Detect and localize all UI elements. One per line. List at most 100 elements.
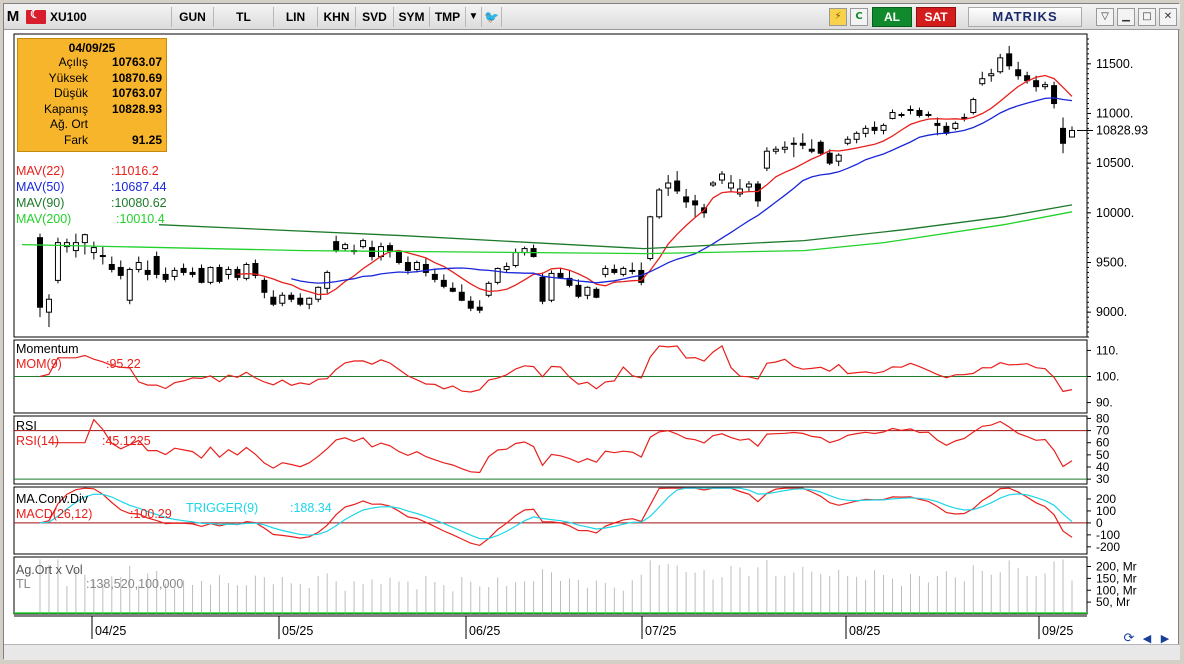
rsi-title: RSI xyxy=(16,419,37,433)
candle-body xyxy=(99,255,106,258)
rsi-tick-label: 50 xyxy=(1096,448,1110,462)
trigger-line xyxy=(39,487,1073,540)
momentum-title: Momentum xyxy=(16,342,79,356)
candle-body xyxy=(180,267,187,273)
candle-body xyxy=(386,245,393,253)
volume-title: Ag.Ort x Vol xyxy=(16,563,83,577)
candle-body xyxy=(817,141,824,154)
legend-mav200: MAV(200):10010.4 xyxy=(16,212,165,226)
candle-body xyxy=(189,271,196,275)
macd-tick-label: -200 xyxy=(1096,540,1120,554)
legend-mom: MOM(9):95.22 xyxy=(16,357,141,371)
refresh-icon[interactable]: C xyxy=(850,7,868,26)
candle-body xyxy=(54,242,61,281)
candle-body xyxy=(916,109,923,116)
candle-body xyxy=(45,298,52,313)
candle-body xyxy=(898,113,905,116)
candle-body xyxy=(297,297,304,305)
candle-body xyxy=(745,183,752,188)
candle-body xyxy=(602,267,609,275)
rsi-line xyxy=(49,418,1073,474)
chart-canvas[interactable]: 11500. 11000. 10500. 10000. 9500. 9000. 10828.… xyxy=(4,31,1180,643)
x-tick-label: 08/25 xyxy=(849,624,880,638)
sell-button[interactable]: SAT xyxy=(916,6,956,27)
candle-body xyxy=(566,277,573,286)
candle-body xyxy=(665,182,672,189)
infobox-date: 04/09/25 xyxy=(68,41,116,55)
candle-body xyxy=(37,237,43,308)
filter-icon[interactable]: ▽ xyxy=(1096,7,1114,26)
candle-body xyxy=(880,124,887,131)
symbol-selector[interactable]: XU100 xyxy=(22,6,172,27)
price-tick-label: 9000. xyxy=(1096,305,1127,319)
candle-body xyxy=(503,265,510,270)
ohlc-infobox: 04/09/25 Açılış 10763.07 Yüksek 10870.69 D… xyxy=(17,38,167,152)
candle-body xyxy=(324,271,331,289)
mom-tick-label: 100. xyxy=(1096,370,1119,384)
candle-body xyxy=(719,173,726,181)
currency-tl-button[interactable]: TL xyxy=(214,6,274,27)
close-icon[interactable]: ✕ xyxy=(1159,7,1177,26)
scale-lin-button[interactable]: LIN xyxy=(274,6,318,27)
infobox-row-open: Açılış 10763.07 xyxy=(58,55,162,69)
scroll-right-icon[interactable]: ▶ xyxy=(1160,631,1170,645)
mav200-line xyxy=(21,211,1073,255)
candle-body xyxy=(485,282,492,296)
turkey-flag-icon xyxy=(26,7,46,24)
dropdown-icon[interactable]: ▼ xyxy=(466,6,482,27)
candle-body xyxy=(135,261,142,270)
macd-tick-label: 100 xyxy=(1096,504,1116,518)
panel-rsi xyxy=(13,415,1088,485)
rsi-tick-label: 60 xyxy=(1096,436,1110,450)
candle-body xyxy=(647,216,654,260)
app-logo[interactable]: M xyxy=(6,8,20,25)
period-gun-button[interactable]: GUN xyxy=(172,6,214,27)
candle-body xyxy=(1060,127,1067,144)
legend-rsi: RSI(14):45.1225 xyxy=(16,434,151,448)
price-tick-label: 10000. xyxy=(1096,206,1134,220)
macd-tick-label: 200 xyxy=(1096,492,1116,506)
candle-body xyxy=(270,296,277,305)
candle-body xyxy=(557,272,564,278)
candle-body xyxy=(997,57,1004,73)
candle-body xyxy=(1051,85,1058,105)
vol-tick-label: 200, Mr xyxy=(1096,560,1137,574)
khn-button[interactable]: KHN xyxy=(318,6,356,27)
twitter-icon[interactable]: 🐦 xyxy=(482,6,502,27)
legend-mav90: MAV(90):10080.62 xyxy=(16,196,167,210)
candle-body xyxy=(629,269,636,272)
candle-body xyxy=(476,306,483,311)
candle-body xyxy=(754,183,761,202)
sym-button[interactable]: SYM xyxy=(394,6,430,27)
lightning-icon[interactable]: ⚡ xyxy=(829,7,847,26)
infobox-row-diff: Fark 91.25 xyxy=(64,132,162,147)
last-price-label: 10828.93 xyxy=(1096,123,1148,137)
candle-body xyxy=(611,268,618,273)
macd-title: MA.Conv.Div xyxy=(16,492,89,506)
infobox-row-low: Düşük 10763.07 xyxy=(53,86,162,100)
infobox-row-avg: Ağ. Ort xyxy=(49,117,88,131)
candle-body xyxy=(925,113,932,116)
tmp-button[interactable]: TMP xyxy=(430,6,466,27)
mom-tick-label: 90. xyxy=(1096,396,1113,410)
legend-trigger: TRIGGER(9):188.34 xyxy=(186,501,332,515)
x-tick-label: 07/25 xyxy=(645,624,676,638)
mav50-line xyxy=(291,97,1073,284)
maximize-icon[interactable]: □ xyxy=(1138,7,1156,26)
buy-button[interactable]: AL xyxy=(872,6,912,27)
sync-icon[interactable]: ⟳ xyxy=(1123,630,1135,646)
matriks-logo: MATRIKS xyxy=(968,6,1082,27)
svd-button[interactable]: SVD xyxy=(356,6,394,27)
minimize-icon[interactable]: ▁ xyxy=(1117,7,1135,26)
candle-body xyxy=(620,267,627,275)
candle-body xyxy=(216,266,223,282)
momentum-line xyxy=(39,344,1073,393)
scroll-left-icon[interactable]: ◀ xyxy=(1142,631,1152,645)
x-tick-label: 06/25 xyxy=(469,624,500,638)
candle-body xyxy=(171,269,178,277)
legend-mav50: MAV(50):10687.44 xyxy=(16,180,167,194)
candle-body xyxy=(692,200,699,206)
candle-body xyxy=(395,252,402,263)
candle-body xyxy=(261,279,268,293)
horizontal-scrollbar[interactable] xyxy=(4,644,1180,660)
